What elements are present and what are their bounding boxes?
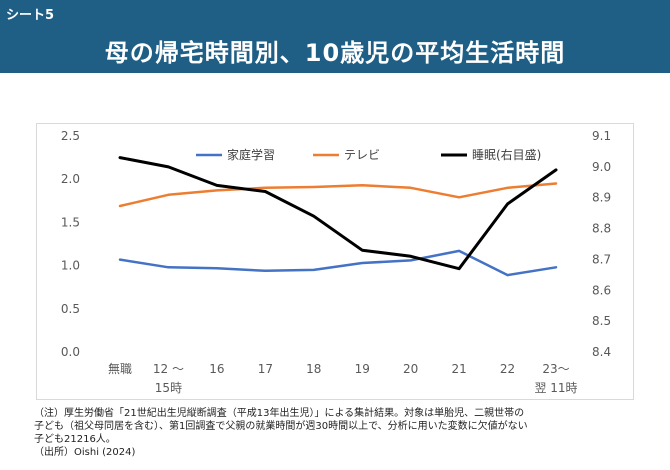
y-right-tick-label: 8.7 [592, 252, 611, 266]
footnote-line-2: 子ども（祖父母同居を含む）、第1回調査で父親の就業時間が週30時間以上で、分析に… [34, 421, 528, 432]
series-line-2 [118, 182, 558, 208]
chart-frame [36, 123, 634, 400]
x-tick-label-line2: 翌 11時 [534, 381, 577, 395]
x-tick-label: 22 [500, 362, 515, 376]
footnote-line-3: 子ども21216人。 [34, 434, 116, 445]
y-right-tick-label: 8.9 [592, 191, 611, 205]
x-tick-label: 23～ [542, 362, 569, 376]
y-left-tick-label: 0.5 [61, 302, 80, 316]
y-right-tick-label: 8.4 [592, 345, 611, 359]
legend-label-1: 家庭学習 [227, 147, 275, 162]
x-tick-label: 20 [403, 362, 418, 376]
y-left-tick-label: 1.0 [61, 259, 80, 273]
series-line-3 [118, 156, 558, 271]
footnote: （注）厚生労働省「21世紀出生児縦断調査（平成13年出生児）」による集計結果。対… [34, 407, 634, 459]
x-tick-label: 16 [209, 362, 224, 376]
y-left-tick-label: 1.5 [61, 215, 80, 229]
footnote-source: （出所）Oishi (2024) [34, 447, 136, 458]
header-banner: シート5 母の帰宅時間別、10歳児の平均生活時間 [0, 0, 670, 73]
x-tick-label: 12 ～ [153, 362, 184, 376]
x-tick-label: 17 [258, 362, 273, 376]
series-line-1 [118, 249, 558, 277]
y-left-tick-label: 0.0 [61, 345, 80, 359]
y-left-tick-label: 2.5 [61, 129, 80, 143]
legend-label-3: 睡眠(右目盛) [472, 147, 541, 162]
y-right-tick-label: 9.0 [592, 160, 611, 174]
legend-label-2: テレビ [344, 148, 380, 162]
sheet-label: シート5 [6, 8, 55, 23]
x-tick-label: 19 [355, 362, 370, 376]
y-right-tick-label: 8.5 [592, 314, 611, 328]
y-right-tick-label: 8.6 [592, 283, 611, 297]
x-tick-label: 無職 [108, 361, 132, 376]
y-left-tick-label: 2.0 [61, 172, 80, 186]
x-tick-label: 21 [451, 362, 466, 376]
y-right-tick-label: 8.8 [592, 222, 611, 236]
page-title: 母の帰宅時間別、10歳児の平均生活時間 [104, 39, 566, 67]
footnote-line-1: （注）厚生労働省「21世紀出生児縦断調査（平成13年出生児）」による集計結果。対… [34, 408, 525, 419]
x-tick-label-line2: 15時 [155, 381, 182, 395]
x-tick-label: 18 [306, 362, 321, 376]
y-right-tick-label: 9.1 [592, 129, 611, 143]
